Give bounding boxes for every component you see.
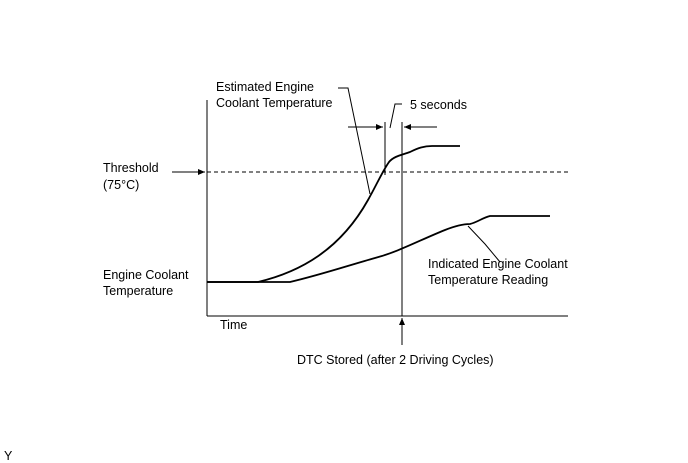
five-seconds-leader (389, 103, 402, 129)
indicated-label-line2: Temperature Reading (428, 273, 548, 287)
indicated-label-line1: Indicated Engine Coolant (428, 257, 568, 271)
y-axis-label-line2: Temperature (103, 284, 173, 298)
indicated-label-leader (467, 225, 501, 263)
estimated-label-line2: Coolant Temperature (216, 96, 333, 110)
threshold-label-line1: Threshold (103, 161, 159, 175)
five-seconds-label: 5 seconds (410, 98, 467, 112)
indicated-temperature-curve (207, 215, 550, 283)
threshold-label-line2: (75°C) (103, 178, 139, 192)
dtc-stored-label: DTC Stored (after 2 Driving Cycles) (297, 353, 494, 367)
estimated-label-leader (338, 87, 371, 195)
estimated-temperature-curve (207, 145, 460, 283)
x-axis-label: Time (220, 318, 247, 332)
estimated-label-line1: Estimated Engine (216, 80, 314, 94)
y-axis-label-line1: Engine Coolant (103, 268, 189, 282)
corner-mark: Y (4, 449, 13, 463)
